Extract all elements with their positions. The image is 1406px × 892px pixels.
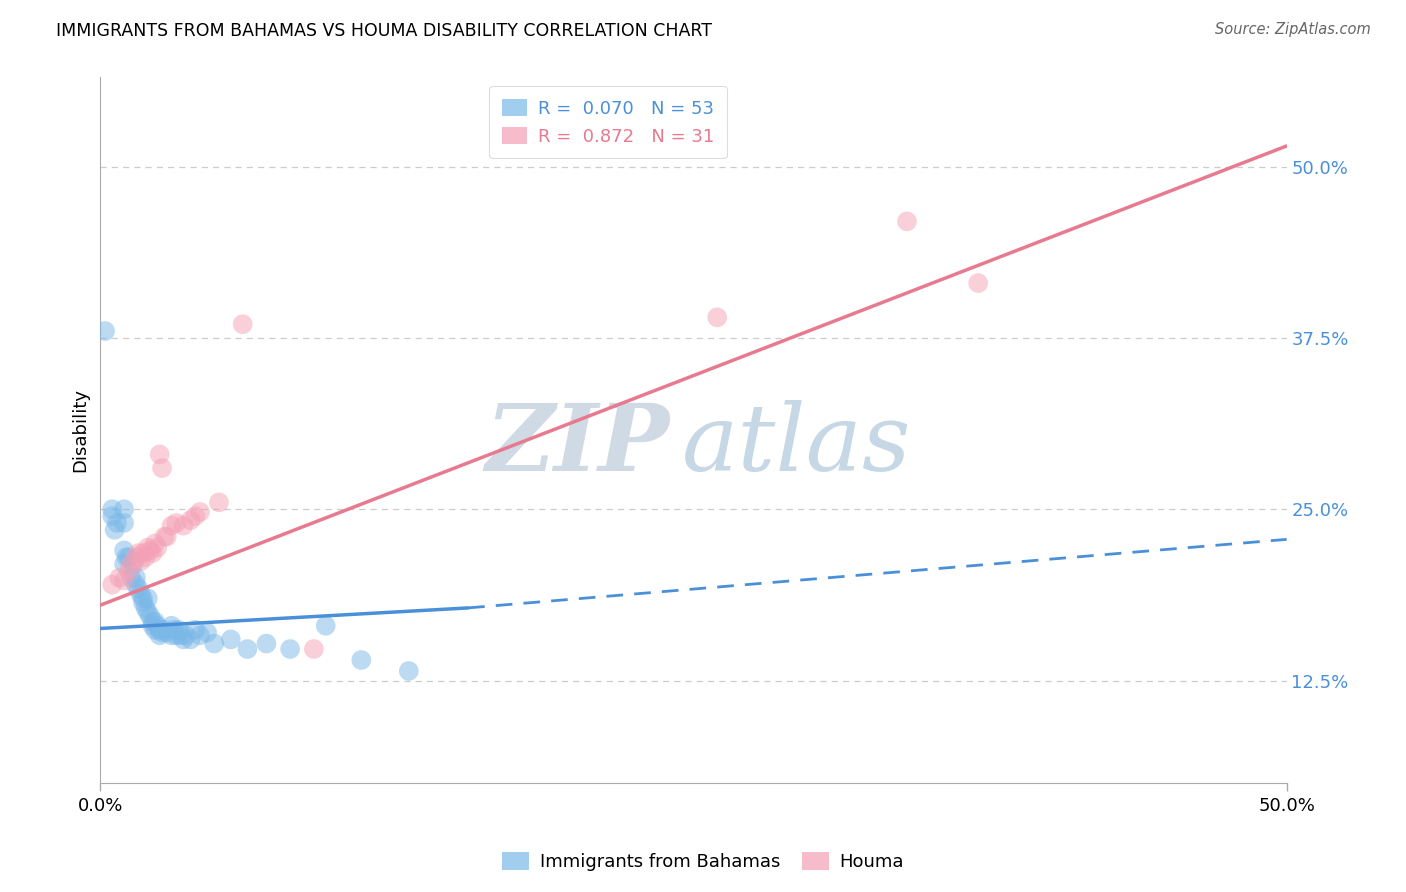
Text: atlas: atlas	[682, 400, 911, 490]
Point	[179, 513, 201, 527]
Point	[350, 653, 373, 667]
Point	[188, 505, 211, 519]
Point	[146, 541, 169, 555]
Point	[101, 502, 124, 516]
Point	[118, 550, 141, 565]
Point	[141, 618, 163, 632]
Point	[149, 447, 172, 461]
Point	[165, 516, 187, 530]
Point	[143, 623, 166, 637]
Point	[112, 502, 135, 516]
Point	[398, 664, 420, 678]
Point	[112, 574, 135, 588]
Point	[115, 550, 138, 565]
Y-axis label: Disability: Disability	[72, 388, 89, 473]
Point	[112, 557, 135, 571]
Point	[105, 516, 128, 530]
Point	[127, 546, 149, 560]
Point	[136, 605, 159, 619]
Point	[160, 518, 183, 533]
Text: ZIP: ZIP	[485, 400, 669, 490]
Point	[156, 625, 179, 640]
Text: IMMIGRANTS FROM BAHAMAS VS HOUMA DISABILITY CORRELATION CHART: IMMIGRANTS FROM BAHAMAS VS HOUMA DISABIL…	[56, 22, 713, 40]
Point	[101, 577, 124, 591]
Point	[219, 632, 242, 647]
Point	[103, 523, 125, 537]
Point	[254, 636, 277, 650]
Point	[122, 557, 145, 571]
Text: Source: ZipAtlas.com: Source: ZipAtlas.com	[1215, 22, 1371, 37]
Point	[184, 623, 207, 637]
Point	[118, 564, 141, 578]
Point	[160, 628, 183, 642]
Point	[146, 618, 169, 632]
Legend: R =  0.070   N = 53, R =  0.872   N = 31: R = 0.070 N = 53, R = 0.872 N = 31	[489, 87, 727, 159]
Point	[141, 546, 163, 560]
Point	[170, 628, 193, 642]
Point	[132, 595, 155, 609]
Point	[163, 623, 186, 637]
Point	[153, 530, 176, 544]
Point	[150, 625, 173, 640]
Point	[120, 557, 142, 571]
Point	[236, 642, 259, 657]
Point	[108, 571, 131, 585]
Point	[160, 618, 183, 632]
Point	[172, 518, 194, 533]
Point	[149, 623, 172, 637]
Point	[179, 632, 201, 647]
Point	[143, 536, 166, 550]
Point	[101, 509, 124, 524]
Point	[156, 530, 179, 544]
Point	[132, 591, 155, 606]
Point	[129, 554, 152, 568]
Point	[136, 541, 159, 555]
Point	[112, 543, 135, 558]
Point	[172, 632, 194, 647]
Point	[153, 623, 176, 637]
Point	[112, 516, 135, 530]
Point	[125, 577, 148, 591]
Point	[136, 591, 159, 606]
Point	[706, 310, 728, 325]
Point	[232, 317, 254, 331]
Point	[134, 601, 156, 615]
Point	[150, 461, 173, 475]
Point	[278, 642, 301, 657]
Point	[315, 618, 337, 632]
Point	[143, 615, 166, 629]
Point	[125, 550, 148, 565]
Legend: Immigrants from Bahamas, Houma: Immigrants from Bahamas, Houma	[495, 846, 911, 879]
Point	[195, 625, 218, 640]
Point	[149, 628, 172, 642]
Point	[129, 587, 152, 601]
Point	[174, 628, 197, 642]
Point	[125, 571, 148, 585]
Point	[120, 571, 142, 585]
Point	[165, 628, 187, 642]
Point	[141, 615, 163, 629]
Point	[127, 582, 149, 596]
Point	[139, 609, 162, 624]
Point	[184, 509, 207, 524]
Point	[896, 214, 918, 228]
Point	[94, 324, 117, 338]
Point	[188, 628, 211, 642]
Point	[167, 623, 190, 637]
Point	[134, 550, 156, 565]
Point	[967, 276, 990, 290]
Point	[202, 636, 225, 650]
Point	[139, 543, 162, 558]
Point	[132, 546, 155, 560]
Point	[208, 495, 231, 509]
Point	[302, 642, 325, 657]
